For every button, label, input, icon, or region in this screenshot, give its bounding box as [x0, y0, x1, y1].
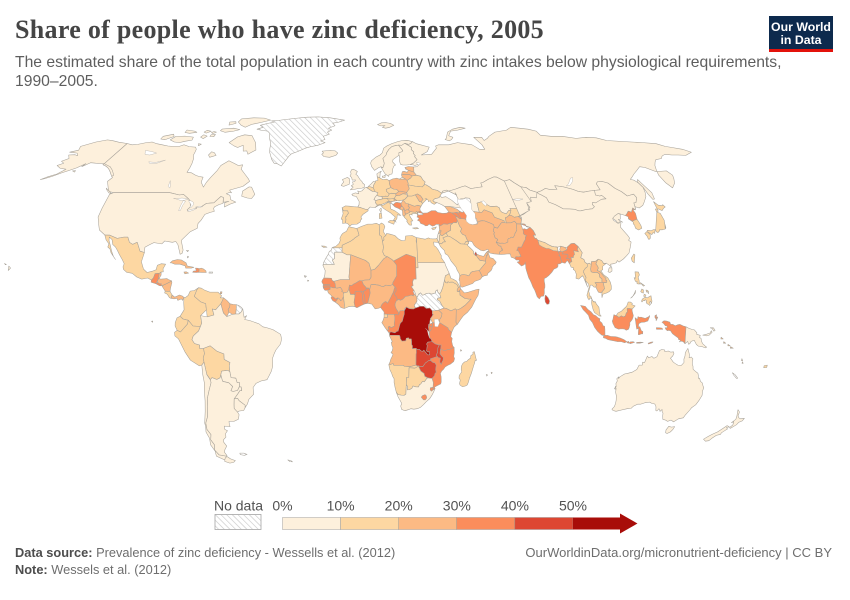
svg-text:40%: 40% [501, 498, 529, 514]
svg-text:20%: 20% [385, 498, 413, 514]
svg-text:0%: 0% [272, 498, 292, 514]
svg-text:No data: No data [214, 498, 263, 514]
svg-text:30%: 30% [443, 498, 471, 514]
svg-text:10%: 10% [327, 498, 355, 514]
svg-text:50%: 50% [559, 498, 587, 514]
